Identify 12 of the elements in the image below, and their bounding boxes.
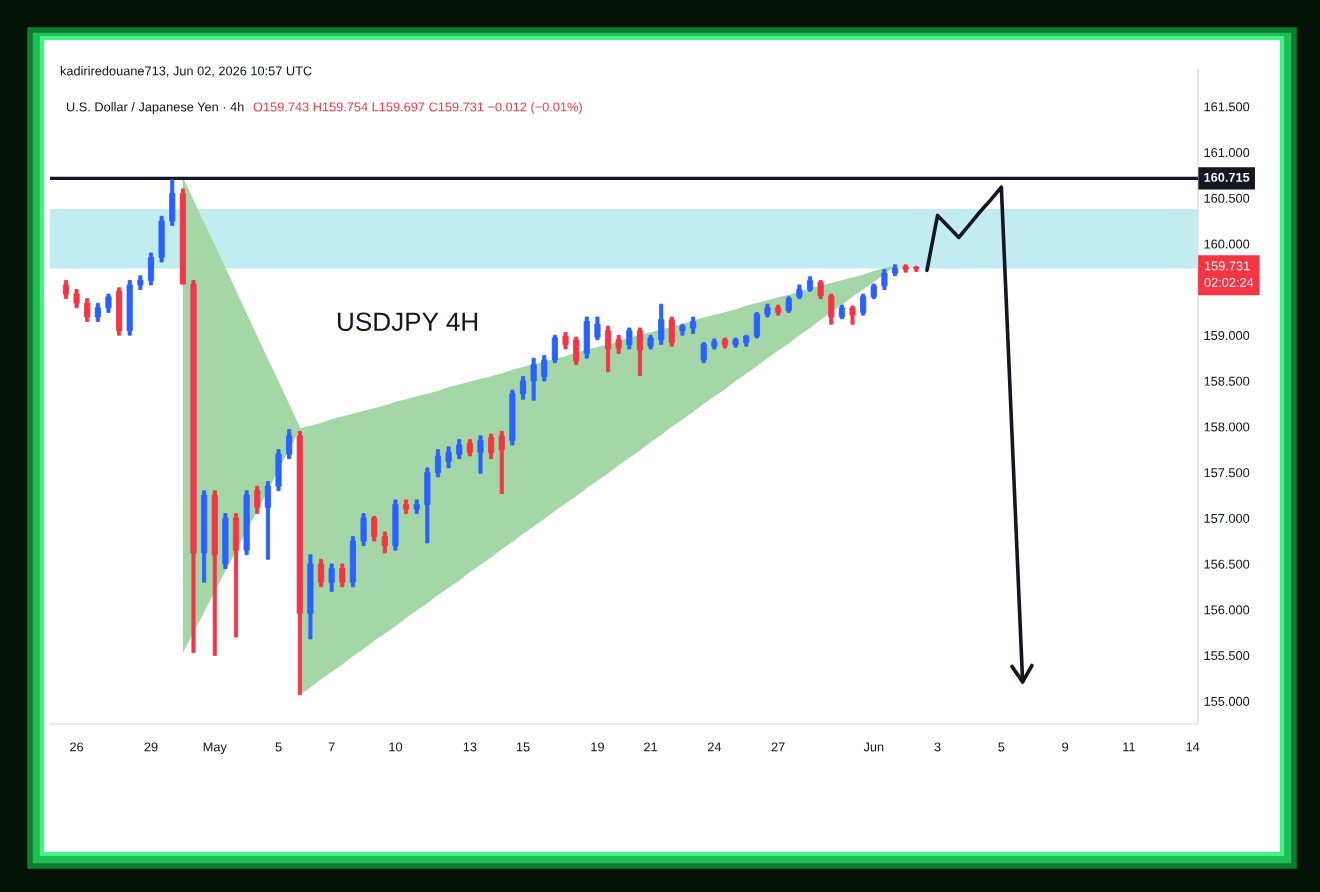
candlestick	[530, 357, 537, 401]
candlestick	[413, 499, 420, 515]
candlestick	[902, 264, 909, 273]
candlestick	[913, 265, 920, 272]
candlestick	[679, 323, 686, 336]
candlestick	[477, 435, 484, 474]
candlestick	[849, 305, 856, 325]
annotation: USDJPY 4H	[338, 312, 478, 332]
candlestick	[445, 446, 452, 469]
candlestick	[711, 338, 718, 350]
candlestick	[137, 275, 144, 290]
candlestick	[732, 337, 739, 348]
